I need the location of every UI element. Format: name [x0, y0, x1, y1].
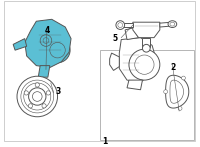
- Circle shape: [164, 90, 168, 94]
- Circle shape: [142, 44, 150, 52]
- Polygon shape: [125, 28, 139, 40]
- Circle shape: [116, 21, 125, 29]
- Polygon shape: [170, 80, 183, 103]
- Polygon shape: [142, 38, 150, 47]
- Text: 1: 1: [102, 137, 107, 146]
- Circle shape: [28, 104, 33, 108]
- Text: 5: 5: [112, 34, 117, 43]
- Text: 2: 2: [170, 63, 176, 72]
- Polygon shape: [119, 38, 156, 82]
- Polygon shape: [166, 75, 189, 108]
- Circle shape: [24, 91, 28, 95]
- Circle shape: [35, 83, 39, 87]
- Circle shape: [17, 76, 58, 117]
- Polygon shape: [121, 23, 133, 27]
- Polygon shape: [13, 39, 27, 50]
- Polygon shape: [133, 22, 160, 38]
- Polygon shape: [25, 19, 71, 68]
- Circle shape: [45, 38, 70, 63]
- Circle shape: [182, 76, 185, 80]
- Text: 3: 3: [56, 87, 61, 96]
- Circle shape: [50, 42, 65, 58]
- Circle shape: [46, 91, 50, 95]
- Polygon shape: [127, 80, 142, 90]
- Text: 4: 4: [44, 26, 50, 35]
- Polygon shape: [160, 22, 171, 27]
- Circle shape: [29, 88, 46, 105]
- Circle shape: [42, 104, 46, 108]
- Circle shape: [178, 106, 182, 110]
- Circle shape: [32, 92, 42, 101]
- Polygon shape: [110, 53, 119, 70]
- Ellipse shape: [168, 21, 177, 27]
- Circle shape: [129, 49, 160, 80]
- Polygon shape: [38, 66, 50, 77]
